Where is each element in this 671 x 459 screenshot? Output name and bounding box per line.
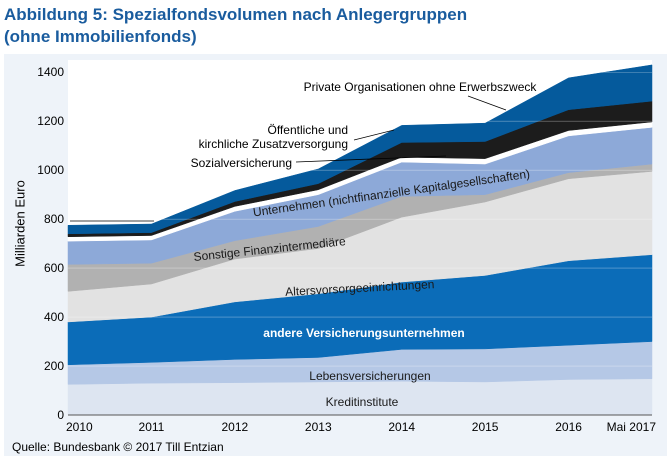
series-label-1: Private Organisationen ohne Erwerbszweck <box>304 80 538 94</box>
x-tick-5: 2014 <box>388 420 415 434</box>
x-tick-3: 2012 <box>222 420 249 434</box>
y-axis-label: Milliarden Euro <box>12 180 28 267</box>
title-line-1: Abbildung 5: Spezialfondsvolumen nach An… <box>4 5 468 24</box>
x-tick-1: 2010 <box>66 420 93 434</box>
y-tick-1200: 1200 <box>37 114 64 128</box>
y-tick-800: 800 <box>44 212 64 226</box>
x-tick-8: Mai 2017 <box>607 420 657 434</box>
leader-line-oeffentliche <box>353 129 395 141</box>
y-tick-200: 200 <box>44 359 64 373</box>
title-line-2: (ohne Immobilienfonds) <box>4 27 197 46</box>
series-label-3: kirchliche Zusatzversorgung <box>199 137 348 151</box>
x-tick-7: 2016 <box>555 420 582 434</box>
leader-line-sozial <box>295 155 447 163</box>
gridlines <box>68 71 652 416</box>
series-label-9: Lebensversicherungen <box>309 369 430 383</box>
series-label-4: Sozialversicherung <box>191 156 292 170</box>
leader-line-private <box>467 95 507 111</box>
chart-title: Abbildung 5: Spezialfondsvolumen nach An… <box>4 4 467 48</box>
y-tick-1000: 1000 <box>37 163 64 177</box>
series-label-8: andere Versicherungsunternehmen <box>263 326 464 340</box>
y-tick-400: 400 <box>44 310 64 324</box>
source-note: Quelle: Bundesbank © 2017 Till Entzian <box>12 440 224 454</box>
series-label-2: Öffentliche und <box>267 123 348 137</box>
x-tick-4: 2013 <box>305 420 332 434</box>
area-series <box>67 64 653 416</box>
y-tick-0: 0 <box>57 408 64 422</box>
x-axis-ticks: 2010 2011 2012 2013 2014 2015 2016 Mai 2017 <box>66 420 656 434</box>
area-9 <box>67 64 653 235</box>
series-label-10: Kreditinstitute <box>326 395 399 409</box>
y-axis-ticks: 0 200 400 600 800 1000 1200 1400 <box>37 65 64 422</box>
y-tick-1400: 1400 <box>37 65 64 79</box>
y-tick-600: 600 <box>44 261 64 275</box>
x-tick-2: 2011 <box>139 420 165 434</box>
x-tick-6: 2015 <box>472 420 499 434</box>
